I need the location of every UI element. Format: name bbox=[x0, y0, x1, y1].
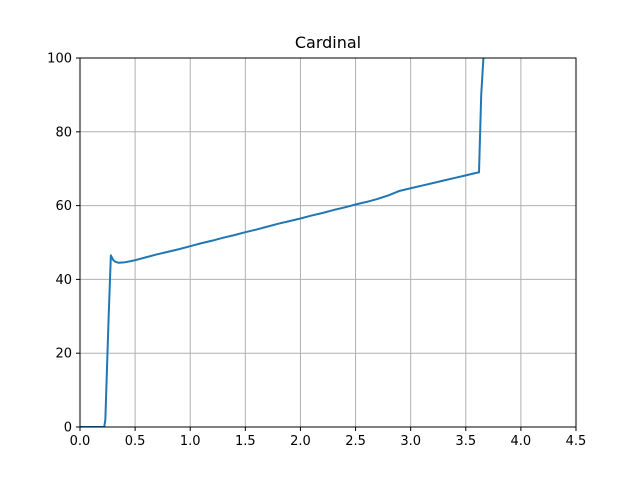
x-tick-label: 0.5 bbox=[125, 434, 146, 449]
x-tick-label: 3.5 bbox=[455, 434, 476, 449]
x-tick-label: 1.0 bbox=[180, 434, 201, 449]
y-tick-label: 0 bbox=[64, 421, 72, 436]
y-tick-label: 40 bbox=[55, 273, 72, 288]
plot-frame bbox=[79, 57, 577, 428]
tick-layer: 0.0 0.5 1.0 1.5 2.0 2.5 3.0 3.5 4.0 4.5 0 20 40 60 80 1… bbox=[47, 52, 586, 450]
x-tick-label: 4.0 bbox=[511, 434, 532, 449]
y-tick-label: 60 bbox=[55, 199, 72, 214]
x-tick-label: 4.5 bbox=[566, 434, 587, 449]
series-line-0 bbox=[80, 58, 485, 427]
x-tick-label: 1.5 bbox=[235, 434, 256, 449]
x-tick-label: 0.0 bbox=[70, 434, 91, 449]
x-tick-label: 3.0 bbox=[400, 434, 421, 449]
chart-title: Cardinal bbox=[295, 33, 361, 52]
y-tick-label: 80 bbox=[55, 125, 72, 140]
series-layer bbox=[80, 58, 485, 427]
x-tick-label: 2.5 bbox=[345, 434, 366, 449]
y-tick-label: 20 bbox=[55, 347, 72, 362]
x-tick-label: 2.0 bbox=[290, 434, 311, 449]
y-tick-label: 100 bbox=[47, 52, 72, 67]
